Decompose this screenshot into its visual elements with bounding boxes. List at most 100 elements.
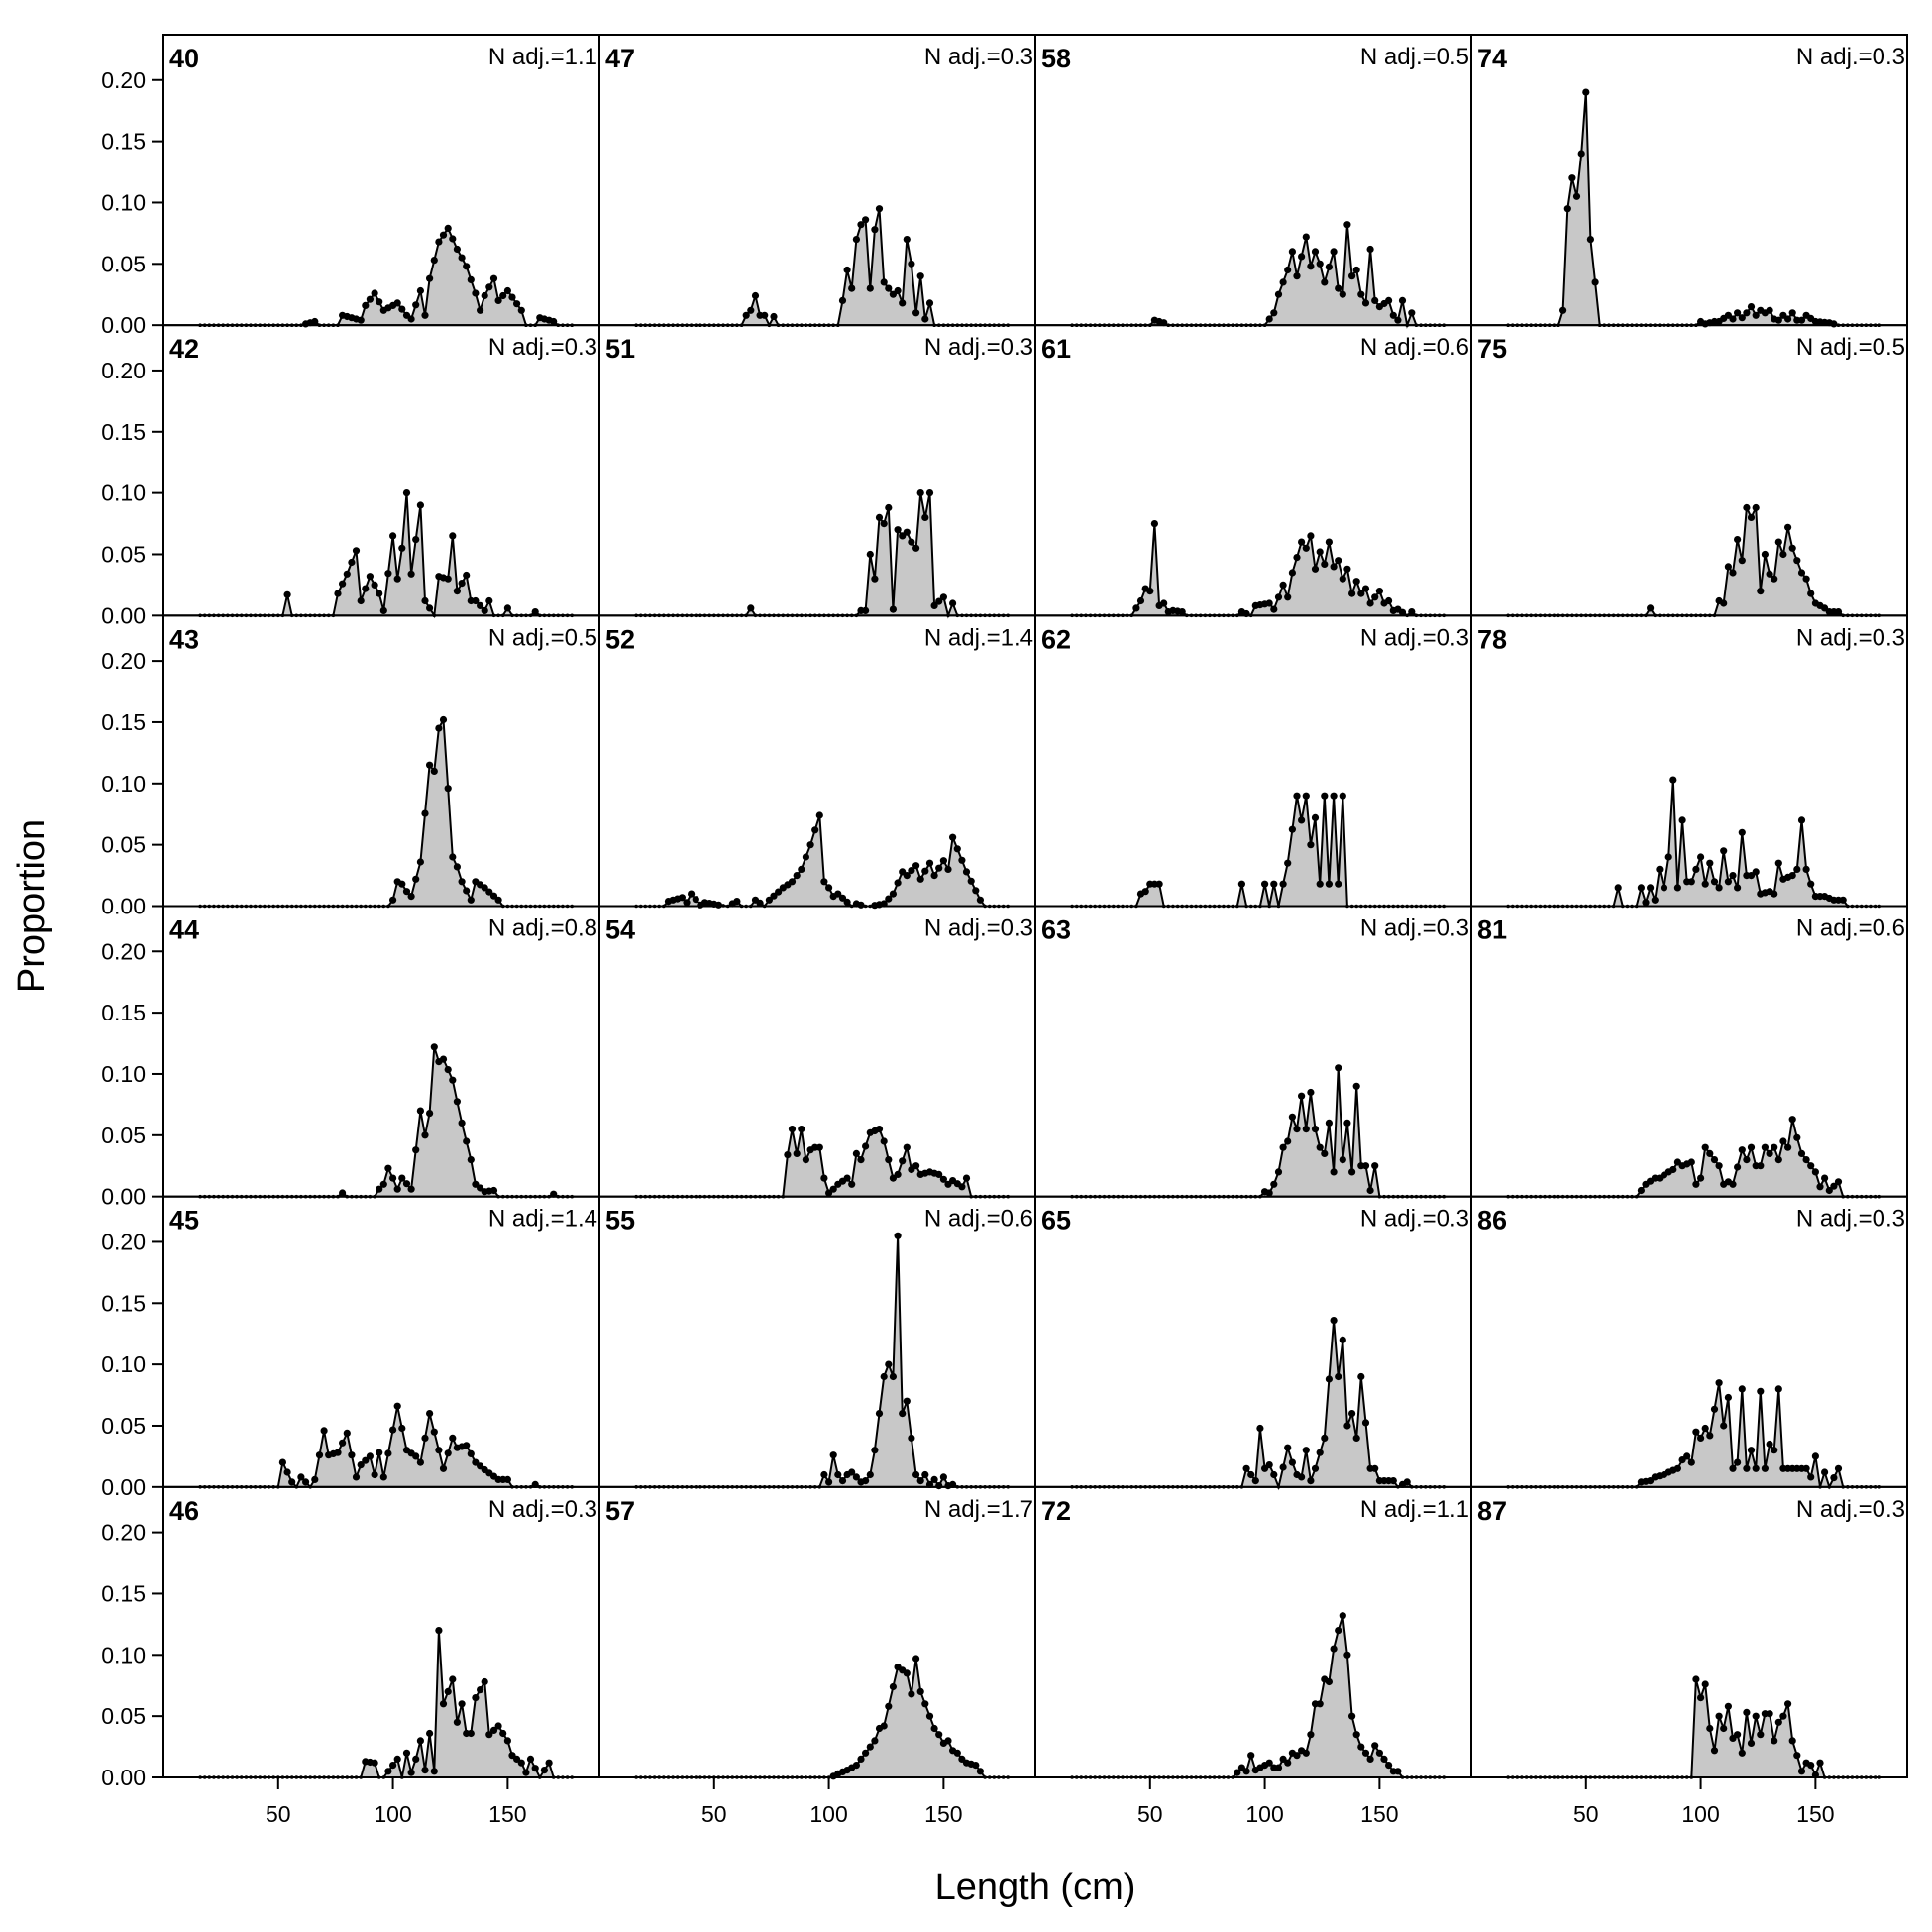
data-point [362, 1456, 370, 1464]
data-point [421, 311, 429, 319]
data-point [1830, 1474, 1838, 1482]
data-point [472, 289, 480, 297]
data-point [1265, 1461, 1273, 1469]
data-point [472, 1694, 480, 1702]
data-point [862, 1142, 870, 1150]
data-point [908, 1690, 915, 1698]
data-point [1307, 1477, 1315, 1485]
data-point [829, 1185, 837, 1193]
panel-n-adj-label: N adj.=0.5 [488, 624, 597, 651]
data-point [426, 1110, 434, 1118]
data-point [756, 899, 764, 908]
data-point [972, 1762, 980, 1770]
data-point [1572, 192, 1581, 200]
data-point [889, 890, 898, 898]
data-point [1734, 536, 1742, 544]
panel-78: 78 N adj.=0.3 [1470, 614, 1908, 909]
data-point [435, 1627, 443, 1635]
data-point [1807, 1762, 1815, 1770]
data-point [1761, 1143, 1769, 1151]
y-axis-label: Proportion [11, 819, 53, 993]
data-point [494, 1722, 502, 1730]
data-point [449, 853, 457, 861]
data-point [1757, 1731, 1765, 1739]
data-point [1697, 853, 1705, 861]
data-point [843, 266, 851, 274]
data-point [348, 558, 356, 567]
data-point [343, 570, 351, 578]
y-tick-label: 0.00 [101, 894, 146, 919]
data-point [903, 236, 911, 244]
data-point [921, 315, 929, 323]
data-point [958, 1183, 966, 1191]
panel-n-adj-label: N adj.=0.3 [488, 1496, 597, 1523]
series-line [636, 492, 1009, 619]
data-point [1307, 841, 1315, 849]
data-point [463, 887, 471, 895]
data-point [1316, 1700, 1324, 1708]
data-point [393, 1402, 401, 1410]
data-point [1720, 847, 1728, 855]
data-point [899, 1410, 907, 1418]
panel-75: 75 N adj.=0.5 [1470, 324, 1908, 618]
area-fill [636, 1128, 1009, 1197]
data-point [1647, 884, 1655, 892]
data-point [1683, 1452, 1691, 1460]
data-point [1325, 1375, 1333, 1383]
data-point [912, 1470, 920, 1479]
data-point [357, 596, 365, 605]
data-point [1664, 853, 1672, 861]
data-point [389, 532, 397, 540]
data-point [352, 1473, 361, 1481]
data-point [407, 1769, 415, 1776]
data-point [1302, 544, 1310, 552]
data-point [843, 1174, 851, 1182]
data-point [880, 1372, 888, 1381]
data-point [1316, 260, 1324, 268]
data-point [1821, 1468, 1829, 1476]
data-point [1288, 1458, 1296, 1466]
data-point [1830, 320, 1838, 328]
panel-n-adj-label: N adj.=0.3 [1796, 624, 1905, 651]
panel-id-label: 46 [169, 1496, 199, 1526]
data-point [1807, 590, 1815, 597]
data-point [1720, 1724, 1728, 1733]
data-point [1361, 585, 1370, 592]
data-point [935, 1170, 943, 1178]
data-point [467, 1156, 475, 1164]
data-point [1797, 569, 1806, 577]
data-point [1288, 825, 1296, 833]
data-point [1380, 1755, 1388, 1763]
data-point [1265, 599, 1273, 607]
panel-frame [1034, 905, 1472, 1198]
data-point [1766, 1149, 1773, 1157]
data-point [1352, 1731, 1360, 1739]
data-point [857, 221, 865, 229]
data-point [834, 890, 842, 898]
data-point [958, 856, 966, 864]
data-point [389, 1426, 397, 1434]
data-point [1293, 1752, 1301, 1760]
panel-n-adj-label: N adj.=0.6 [924, 1206, 1033, 1233]
panel-id-label: 54 [605, 915, 635, 945]
panel-44: 44 N adj.=0.8 [162, 905, 600, 1199]
panel-id-label: 74 [1477, 44, 1507, 73]
panel-id-label: 51 [605, 334, 635, 364]
data-point [311, 317, 319, 326]
area-fill [1072, 224, 1445, 326]
data-point [393, 1185, 401, 1193]
data-point [1284, 1444, 1292, 1451]
panel-frame [162, 905, 600, 1198]
data-point [1559, 306, 1567, 314]
series-line [1072, 1615, 1445, 1778]
panel-n-adj-label: N adj.=0.3 [924, 334, 1033, 361]
panel-52: 52 N adj.=1.4 [598, 614, 1036, 910]
data-point [1343, 1422, 1351, 1430]
data-point [444, 1449, 452, 1457]
data-point [430, 1428, 438, 1436]
data-point [1678, 816, 1686, 824]
data-point [903, 528, 911, 536]
data-point [412, 1755, 420, 1763]
panel-frame [1470, 1195, 1908, 1488]
data-point [449, 1675, 457, 1683]
